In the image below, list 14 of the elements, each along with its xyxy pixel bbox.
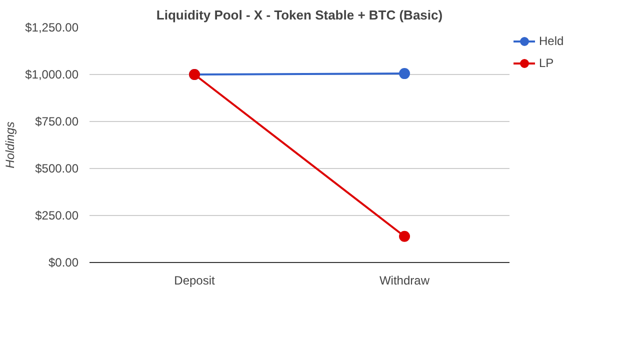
y-tick-label: $1,250.00: [25, 20, 79, 34]
y-tick-label: $500.00: [35, 162, 79, 176]
y-tick-label: $750.00: [35, 114, 79, 128]
y-axis-title: Holdings: [3, 122, 18, 168]
x-tick-label: Deposit: [174, 274, 216, 288]
y-tick-label: $1,000.00: [25, 68, 79, 82]
x-tick-label: Withdraw: [379, 274, 430, 288]
point: [399, 230, 410, 242]
legend-label: Held: [539, 34, 564, 48]
y-tick-label: $0.00: [48, 256, 79, 270]
legend-label: LP: [539, 56, 555, 70]
y-tick-label: $250.00: [35, 208, 79, 222]
point: [399, 68, 410, 80]
chart-title: Liquidity Pool - X - Token Stable + BTC (Basic): [156, 8, 443, 22]
